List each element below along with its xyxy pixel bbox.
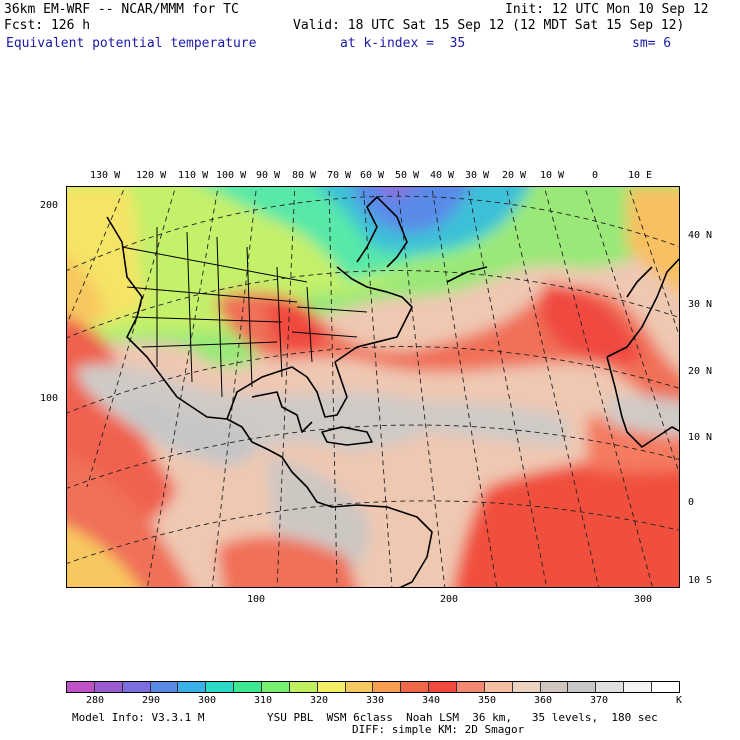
color-scale-cell [345,682,374,692]
field-name: Equivalent potential temperature [6,36,257,51]
lon-label-10e: 10 E [628,170,653,181]
grid-x-label-300: 300 [634,594,653,605]
scale-label-300: 300 [198,695,217,706]
color-scale-cell [568,682,597,692]
init-time: Init: 12 UTC Mon 10 Sep 12 [505,2,709,17]
color-scale-cell [122,682,151,692]
map-panel [66,186,680,588]
color-scale-cell [373,682,402,692]
color-scale-cell [206,682,235,692]
color-scale-cell [67,682,95,692]
valid-time: Valid: 18 UTC Sat 15 Sep 12 (12 MDT Sat … [293,18,685,33]
scale-label-280: 280 [86,695,105,706]
lon-label-40w: 40 W [430,170,455,181]
lat-label-20n: 20 N [688,366,713,377]
scale-label-320: 320 [310,695,329,706]
color-scale-cell [652,682,679,692]
lon-label-20w: 20 W [502,170,527,181]
lon-label-70w: 70 W [327,170,352,181]
color-scale-cell [178,682,207,692]
scale-label-370: 370 [590,695,609,706]
grid-y-label-200: 200 [40,200,59,211]
color-scale-cell [540,682,569,692]
color-scale-cell [317,682,346,692]
color-scale-bar [66,681,680,693]
lon-label-110w: 110 W [178,170,209,181]
grid-y-label-100: 100 [40,393,59,404]
lon-label-50w: 50 W [395,170,420,181]
color-scale-cell [401,682,430,692]
lat-label-10n: 10 N [688,432,713,443]
lon-label-100w: 100 W [216,170,247,181]
level-info: at k-index = 35 [340,36,466,51]
scale-label-360: 360 [534,695,553,706]
grid-x-label-100: 100 [247,594,266,605]
state-borders [121,227,368,398]
lat-label-10s: 10 S [688,575,713,586]
color-scale-cell [484,682,513,692]
model-info: Model Info: V3.3.1 M [72,711,205,724]
theta-e-map [67,187,679,587]
color-scale-cell [596,682,625,692]
smoothing-info: sm= 6 [632,36,672,51]
lon-label-30w: 30 W [465,170,490,181]
lat-label-0: 0 [688,497,695,508]
color-scale-cell [150,682,179,692]
lat-label-30n: 30 N [688,299,713,310]
color-scale-cell [262,682,290,692]
lon-label-0: 0 [592,170,599,181]
coastlines [106,196,679,587]
model-title: 36km EM-WRF -- NCAR/MMM for TC [4,2,239,17]
color-scale-cell [512,682,541,692]
lon-label-130w: 130 W [90,170,121,181]
lon-label-90w: 90 W [256,170,281,181]
color-scale-cell [624,682,653,692]
color-scale-cell [94,682,123,692]
lat-label-40n: 40 N [688,230,713,241]
graticule [67,187,679,587]
lon-label-80w: 80 W [292,170,317,181]
lon-label-60w: 60 W [360,170,385,181]
scale-unit: K [676,695,683,706]
color-scale-cell [457,682,485,692]
forecast-hour: Fcst: 126 h [4,18,91,33]
diffusion-info: DIFF: simple KM: 2D Smagor [352,723,525,736]
lon-label-120w: 120 W [136,170,167,181]
color-fill-layer [67,187,679,587]
physics-info: YSU PBL WSM 6class Noah LSM 36 km, 35 le… [267,711,658,724]
scale-label-350: 350 [478,695,497,706]
scale-label-290: 290 [142,695,161,706]
lon-label-10w: 10 W [540,170,565,181]
color-scale-cell [289,682,318,692]
color-scale-cell [429,682,458,692]
scale-label-340: 340 [422,695,441,706]
grid-x-label-200: 200 [440,594,459,605]
scale-label-310: 310 [254,695,273,706]
color-scale-cell [234,682,263,692]
scale-label-330: 330 [366,695,385,706]
